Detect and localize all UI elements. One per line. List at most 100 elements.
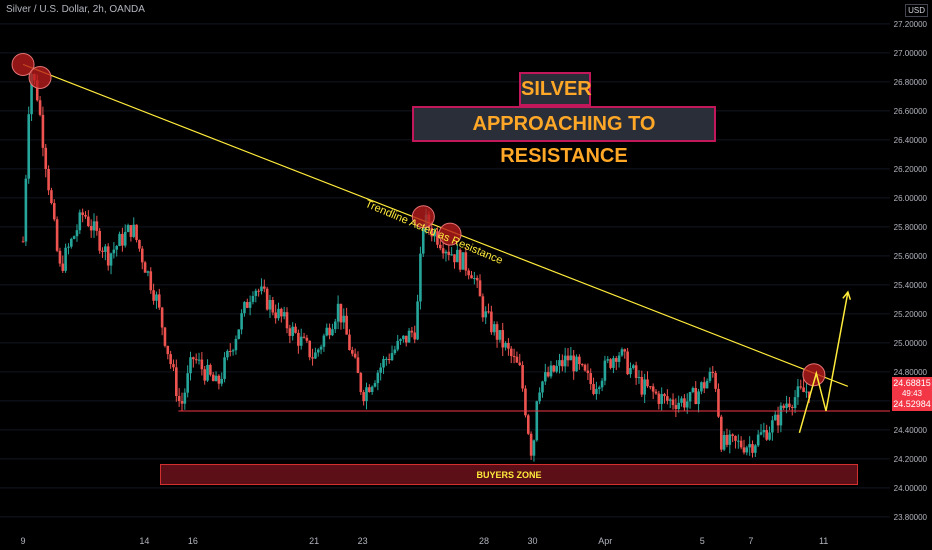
candle-body	[793, 397, 797, 408]
y-tick-label: 24.80000	[894, 368, 928, 377]
candle-body	[84, 214, 87, 217]
candle-body	[359, 373, 363, 393]
candle-body	[291, 326, 294, 336]
candle-body	[251, 295, 255, 302]
candle-body	[175, 367, 178, 397]
candle-body	[248, 301, 252, 308]
x-tick-label: 14	[139, 536, 149, 546]
candle-body	[382, 358, 385, 368]
candle-body	[333, 321, 337, 330]
candle-body	[458, 249, 462, 270]
buyers-zone-label: BUYERS ZONE	[160, 464, 858, 485]
candle-body	[192, 357, 195, 360]
candle-body	[257, 290, 260, 292]
candle-body	[671, 399, 675, 406]
candle-body	[694, 387, 698, 405]
candle-body	[21, 241, 25, 243]
candle-body	[532, 440, 536, 456]
touch-marker	[438, 222, 462, 246]
candle-body	[629, 367, 632, 375]
candle-body	[98, 230, 101, 251]
candle-body	[410, 330, 414, 333]
candle-body	[438, 244, 442, 249]
candle-body	[223, 357, 226, 379]
candle-body	[501, 330, 505, 348]
candle-body	[683, 398, 686, 408]
candle-body	[444, 251, 448, 254]
candle-body	[478, 280, 482, 297]
candle-body	[370, 386, 374, 393]
candle-body	[152, 290, 155, 301]
candle-body	[526, 415, 530, 434]
candle-body	[87, 216, 90, 227]
candle-body	[771, 420, 774, 433]
symbol-label: Silver / U.S. Dollar, 2h, OANDA	[6, 4, 145, 15]
candle-body	[660, 394, 663, 404]
candle-body	[288, 328, 292, 336]
arrow-head-icon	[842, 290, 852, 300]
candle-body	[376, 372, 380, 384]
candle-body	[314, 352, 317, 359]
candle-body	[509, 348, 513, 357]
candle-body	[654, 391, 658, 394]
candle-body	[67, 246, 70, 248]
candle-body	[739, 440, 743, 448]
candle-body	[24, 178, 28, 242]
candle-body	[50, 190, 53, 204]
touch-marker	[28, 66, 52, 89]
time-axis[interactable]: 9 14 16 21 23 28 30 Apr 5 7 11	[21, 536, 829, 546]
candle-body	[138, 240, 141, 249]
x-tick-label: 21	[309, 536, 319, 546]
candle-body	[606, 359, 610, 361]
candle-body	[104, 246, 107, 252]
candle-body	[350, 350, 354, 354]
trendline	[22, 63, 849, 387]
y-tick-label: 23.80000	[894, 513, 928, 522]
candle-body	[515, 356, 519, 363]
candle-body	[319, 346, 323, 350]
candle-body	[433, 231, 436, 237]
candle-body	[331, 329, 334, 336]
candle-body	[762, 430, 766, 433]
candle-body	[748, 444, 751, 448]
candle-body	[254, 290, 258, 296]
candle-body	[702, 382, 706, 389]
candle-body	[356, 357, 360, 374]
candle-body	[668, 399, 672, 401]
x-tick-label: Apr	[598, 536, 612, 546]
candle-body	[572, 355, 575, 372]
candle-body	[467, 270, 470, 276]
candle-body	[197, 359, 201, 361]
candle-body	[796, 386, 800, 398]
candle-body	[620, 349, 624, 356]
x-tick-label: 30	[527, 536, 537, 546]
candle-body	[680, 398, 683, 403]
candle-body	[322, 335, 326, 347]
candle-body	[81, 212, 84, 215]
candle-body	[35, 80, 39, 101]
candle-body	[558, 360, 561, 366]
candle-body	[450, 254, 453, 256]
candle-body	[651, 386, 655, 392]
candle-body	[507, 342, 510, 349]
currency-tag[interactable]: USD	[905, 4, 928, 17]
candle-body	[348, 334, 351, 351]
candle-body	[280, 308, 283, 317]
candle-body	[456, 249, 459, 263]
candle-body	[132, 224, 136, 237]
candle-body	[140, 248, 144, 263]
candle-body	[149, 271, 153, 291]
candle-body	[799, 386, 803, 388]
candle-body	[790, 407, 794, 409]
y-tick-label: 25.60000	[894, 252, 928, 261]
candle-body	[623, 349, 627, 352]
candle-body	[385, 358, 388, 360]
candle-body	[436, 231, 439, 245]
price-axis[interactable]: 27.20000 27.00000 26.80000 26.60000 26.40000…	[894, 20, 928, 522]
candle-body	[447, 251, 451, 255]
candle-body	[155, 294, 158, 301]
candle-body	[126, 225, 130, 232]
candle-body	[390, 353, 394, 361]
candle-body	[214, 375, 218, 382]
